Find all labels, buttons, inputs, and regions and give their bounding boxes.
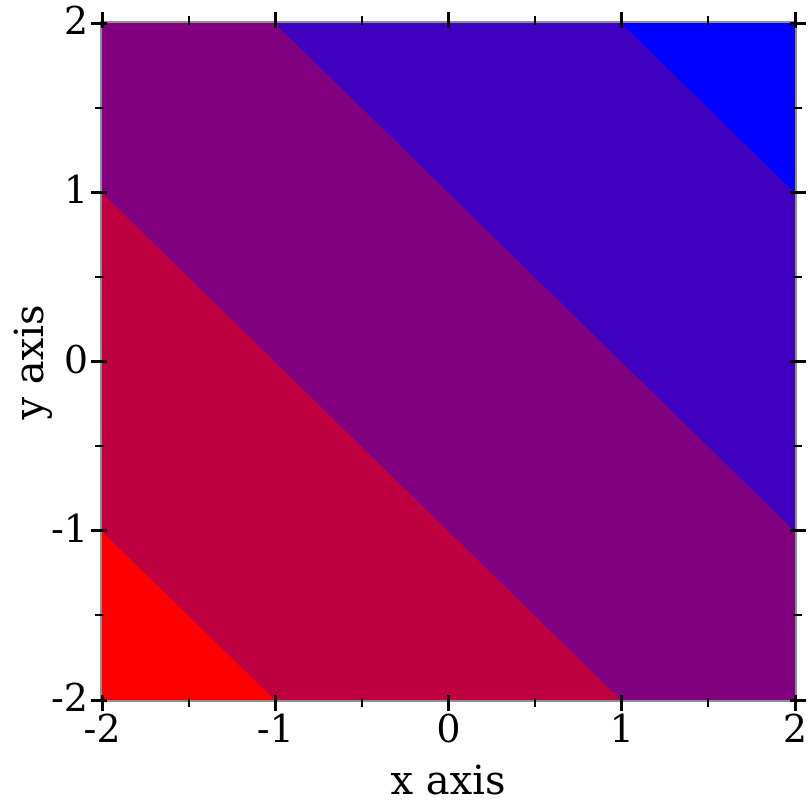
- y-tick-label: 0: [63, 337, 88, 382]
- y-major-tick: [790, 21, 806, 25]
- y-major-tick: [790, 698, 806, 702]
- y-minor-tick: [95, 275, 104, 278]
- y-major-tick: [91, 360, 107, 363]
- x-major-tick: [273, 695, 277, 711]
- y-minor-tick: [793, 445, 802, 448]
- contour-band: [274, 23, 795, 532]
- y-minor-tick: [793, 106, 802, 109]
- y-minor-tick: [95, 614, 104, 617]
- x-major-tick: [793, 12, 797, 28]
- x-minor-tick: [707, 698, 710, 707]
- x-major-tick: [620, 695, 624, 711]
- x-minor-tick: [707, 16, 710, 25]
- contour-band: [102, 23, 795, 700]
- x-axis-label: x axis: [390, 758, 506, 804]
- y-major-tick: [790, 360, 806, 363]
- y-major-tick: [91, 529, 107, 533]
- x-major-tick: [620, 12, 624, 28]
- x-major-tick: [100, 12, 104, 28]
- y-tick-label: -2: [50, 676, 88, 720]
- y-major-tick: [91, 21, 107, 25]
- y-major-tick: [91, 190, 107, 194]
- y-major-tick: [91, 698, 107, 702]
- y-minor-tick: [95, 445, 104, 448]
- x-tick-label: -1: [256, 707, 294, 751]
- y-minor-tick: [95, 106, 104, 109]
- y-axis-label: y axis: [7, 304, 53, 420]
- x-minor-tick: [187, 698, 190, 707]
- y-major-tick: [790, 190, 806, 194]
- x-major-tick: [447, 695, 450, 711]
- y-minor-tick: [793, 275, 802, 278]
- x-minor-tick: [360, 16, 363, 25]
- x-tick-label: 2: [782, 707, 808, 751]
- y-tick-label: 1: [63, 168, 88, 213]
- x-tick-label: 0: [436, 707, 461, 751]
- x-major-tick: [100, 695, 104, 711]
- x-major-tick: [273, 12, 277, 28]
- y-major-tick: [790, 529, 806, 533]
- x-minor-tick: [534, 698, 537, 707]
- y-minor-tick: [793, 614, 802, 617]
- x-tick-label: 1: [609, 707, 634, 751]
- x-major-tick: [793, 695, 797, 711]
- x-minor-tick: [187, 16, 190, 25]
- x-tick-label: -2: [83, 707, 121, 751]
- contour-bands-canvas: [102, 23, 795, 700]
- plot-area: [100, 21, 797, 702]
- contour-band: [621, 23, 795, 193]
- y-tick-label: -1: [50, 506, 88, 551]
- x-major-tick: [447, 12, 450, 28]
- y-tick-label: 2: [63, 0, 88, 43]
- x-minor-tick: [534, 16, 537, 25]
- x-minor-tick: [360, 698, 363, 707]
